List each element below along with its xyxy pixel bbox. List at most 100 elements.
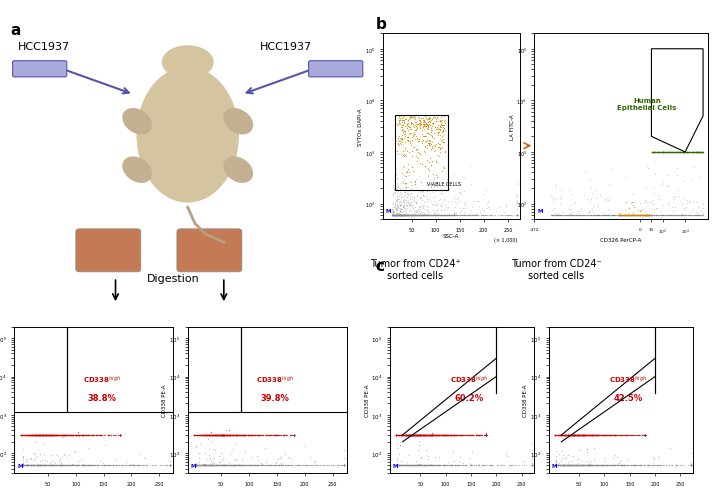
- Point: [211, 461, 222, 469]
- Point: [413, 461, 425, 469]
- Point: [666, 212, 678, 220]
- Point: [610, 461, 622, 469]
- Point: [647, 149, 658, 157]
- Point: [155, 461, 166, 469]
- Point: [562, 431, 574, 439]
- Point: [156, 461, 168, 469]
- Point: [417, 212, 429, 220]
- Point: [596, 431, 608, 439]
- Point: [17, 461, 29, 469]
- Point: [426, 431, 438, 439]
- Point: [452, 179, 464, 187]
- Point: [425, 118, 436, 125]
- Point: [390, 212, 401, 220]
- Point: [411, 461, 422, 469]
- Point: [503, 452, 514, 460]
- Point: [552, 461, 563, 469]
- Point: [609, 461, 620, 469]
- Point: [442, 461, 453, 469]
- Point: [559, 461, 570, 469]
- Point: [24, 461, 35, 469]
- Point: [396, 178, 408, 185]
- Point: [419, 142, 431, 150]
- Point: [557, 431, 569, 439]
- Point: [430, 431, 441, 439]
- Point: [567, 431, 578, 439]
- Point: [95, 461, 106, 469]
- Point: [430, 431, 442, 439]
- Point: [269, 461, 281, 469]
- Point: [404, 130, 416, 138]
- Point: [570, 431, 582, 439]
- Point: [432, 212, 444, 220]
- Point: [392, 461, 404, 469]
- Point: [551, 461, 562, 469]
- Point: [427, 212, 439, 220]
- Point: [648, 212, 660, 220]
- Point: [512, 212, 523, 220]
- Point: [600, 461, 612, 469]
- Point: [679, 149, 691, 157]
- Point: [227, 461, 239, 469]
- Point: [71, 431, 83, 439]
- Point: [58, 461, 69, 469]
- Point: [419, 212, 431, 220]
- Point: [657, 149, 669, 157]
- Point: [395, 212, 406, 220]
- Point: [409, 212, 420, 220]
- Point: [638, 212, 650, 220]
- Point: [412, 461, 424, 469]
- Point: [551, 461, 562, 469]
- Point: [578, 431, 589, 439]
- Point: [38, 431, 49, 439]
- Point: [30, 431, 42, 439]
- Point: [217, 431, 229, 439]
- Point: [409, 431, 420, 439]
- Point: [78, 461, 90, 469]
- Point: [518, 461, 530, 469]
- Point: [418, 133, 430, 141]
- Point: [389, 182, 401, 190]
- Point: [419, 431, 430, 439]
- Point: [392, 454, 404, 462]
- Point: [249, 431, 261, 439]
- Point: [55, 461, 66, 469]
- Point: [404, 431, 415, 439]
- Point: [567, 212, 578, 220]
- Point: [29, 461, 40, 469]
- Point: [415, 212, 427, 220]
- Point: [300, 461, 311, 469]
- Point: [17, 461, 29, 469]
- Point: [648, 212, 660, 220]
- Point: [441, 431, 453, 439]
- Point: [401, 212, 412, 220]
- Point: [401, 212, 412, 220]
- Point: [556, 461, 567, 469]
- Point: [271, 431, 283, 439]
- Point: [224, 461, 235, 469]
- Point: [98, 461, 110, 469]
- Point: [633, 461, 645, 469]
- Point: [560, 431, 571, 439]
- Point: [231, 431, 243, 439]
- Point: [579, 431, 591, 439]
- Point: [35, 461, 47, 469]
- Point: [224, 461, 235, 469]
- Point: [393, 212, 404, 220]
- Point: [421, 121, 432, 129]
- Point: [243, 461, 254, 469]
- Point: [32, 431, 43, 439]
- Point: [191, 461, 202, 469]
- Point: [435, 212, 446, 220]
- Point: [409, 431, 420, 439]
- Point: [17, 461, 29, 469]
- Point: [618, 212, 630, 220]
- Point: [67, 431, 79, 439]
- Point: [579, 461, 591, 469]
- Point: [209, 461, 221, 469]
- Point: [396, 461, 408, 469]
- Point: [614, 212, 626, 220]
- Point: [563, 186, 575, 194]
- Point: [272, 431, 284, 439]
- Point: [403, 431, 414, 439]
